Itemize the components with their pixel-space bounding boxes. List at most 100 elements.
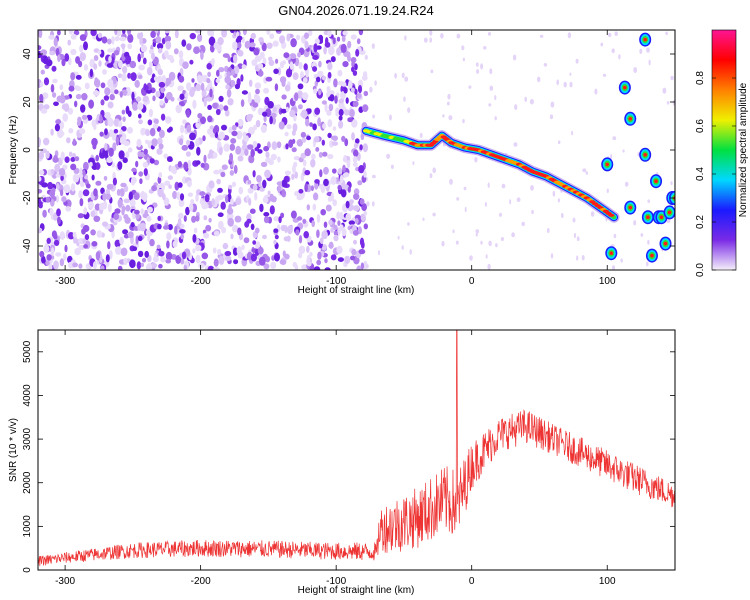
noise-speckle bbox=[576, 236, 580, 241]
y-tick-label: 0 bbox=[22, 147, 33, 153]
noise-speckle bbox=[193, 46, 200, 54]
noise-speckle bbox=[67, 107, 74, 115]
noise-speckle bbox=[262, 111, 268, 117]
noise-speckle bbox=[167, 175, 173, 180]
noise-speckle bbox=[316, 229, 320, 238]
noise-speckle bbox=[475, 232, 478, 237]
noise-speckle bbox=[127, 30, 132, 36]
noise-speckle bbox=[49, 208, 54, 217]
noise-speckle bbox=[218, 131, 225, 140]
noise-speckle bbox=[155, 36, 162, 44]
noise-speckle bbox=[74, 247, 81, 256]
noise-speckle bbox=[640, 233, 644, 237]
noise-speckle bbox=[244, 40, 251, 49]
noise-speckle bbox=[323, 178, 329, 187]
noise-speckle bbox=[324, 258, 328, 264]
noise-speckle bbox=[93, 55, 99, 61]
noise-speckle bbox=[168, 71, 176, 81]
noise-speckle bbox=[79, 34, 87, 42]
noise-speckle bbox=[208, 149, 214, 157]
noise-speckle bbox=[205, 224, 212, 232]
noise-speckle bbox=[243, 237, 250, 244]
noise-speckle bbox=[363, 210, 368, 216]
noise-speckle bbox=[260, 124, 267, 133]
noise-speckle bbox=[174, 225, 178, 235]
noise-speckle bbox=[90, 30, 97, 36]
noise-speckle bbox=[247, 187, 254, 194]
noise-speckle bbox=[74, 156, 80, 162]
noise-speckle bbox=[208, 180, 215, 189]
noise-speckle bbox=[138, 64, 145, 71]
noise-speckle bbox=[369, 86, 373, 93]
x-tick-label: -100 bbox=[326, 276, 346, 287]
noise-speckle bbox=[353, 193, 360, 201]
noise-speckle bbox=[166, 54, 174, 61]
noise-speckle bbox=[164, 180, 171, 186]
noise-speckle bbox=[157, 47, 163, 54]
noise-speckle bbox=[328, 219, 333, 226]
noise-speckle bbox=[342, 61, 349, 68]
noise-speckle bbox=[180, 124, 185, 134]
noise-speckle bbox=[93, 215, 101, 222]
noise-speckle bbox=[211, 198, 215, 206]
noise-speckle bbox=[228, 126, 233, 134]
noise-speckle bbox=[357, 92, 362, 99]
noise-speckle bbox=[267, 101, 274, 109]
noise-speckle bbox=[50, 128, 54, 136]
noise-speckle bbox=[79, 44, 84, 53]
noise-speckle bbox=[43, 137, 50, 146]
noise-speckle bbox=[107, 203, 112, 213]
noise-speckle bbox=[665, 31, 668, 36]
noise-speckle bbox=[327, 132, 332, 139]
noise-speckle bbox=[321, 100, 327, 105]
noise-speckle bbox=[336, 245, 343, 254]
noise-speckle bbox=[569, 81, 573, 88]
noise-speckle bbox=[289, 53, 297, 60]
noise-speckle bbox=[57, 30, 61, 36]
noise-speckle bbox=[314, 181, 319, 190]
noise-speckle bbox=[119, 136, 127, 145]
noise-speckle bbox=[262, 196, 269, 204]
noise-speckle bbox=[286, 124, 292, 130]
noise-speckle bbox=[203, 232, 210, 239]
noise-speckle bbox=[127, 110, 132, 117]
noise-speckle bbox=[83, 64, 89, 71]
noise-speckle bbox=[223, 143, 230, 152]
noise-speckle bbox=[43, 77, 50, 86]
noise-speckle bbox=[302, 159, 307, 167]
noise-speckle bbox=[330, 56, 336, 63]
y-tick-label: 40 bbox=[22, 48, 33, 60]
noise-speckle bbox=[143, 148, 148, 155]
noise-speckle bbox=[68, 85, 75, 92]
noise-speckle bbox=[440, 33, 444, 39]
noise-speckle bbox=[397, 235, 400, 240]
noise-speckle bbox=[563, 81, 567, 88]
noise-speckle bbox=[297, 52, 301, 58]
noise-speckle bbox=[271, 141, 278, 151]
noise-speckle bbox=[456, 197, 460, 201]
noise-speckle bbox=[143, 84, 149, 91]
noise-speckle bbox=[362, 71, 368, 79]
noise-speckle bbox=[348, 80, 353, 89]
noise-speckle bbox=[227, 98, 234, 106]
noise-speckle bbox=[186, 124, 192, 133]
noise-speckle bbox=[258, 37, 264, 43]
noise-speckle bbox=[148, 61, 153, 68]
noise-speckle bbox=[107, 38, 112, 45]
noise-speckle bbox=[137, 235, 143, 242]
x-tick-label: -100 bbox=[326, 576, 346, 587]
noise-speckle bbox=[221, 164, 228, 170]
noise-speckle bbox=[612, 265, 615, 270]
noise-speckle bbox=[263, 263, 270, 270]
noise-speckle bbox=[531, 209, 534, 215]
noise-speckle bbox=[218, 95, 224, 102]
noise-speckle bbox=[72, 262, 78, 268]
noise-speckle bbox=[278, 107, 283, 115]
noise-speckle bbox=[462, 57, 465, 62]
noise-speckle bbox=[264, 169, 271, 179]
noise-speckle bbox=[218, 67, 225, 73]
noise-speckle bbox=[315, 147, 320, 152]
noise-speckle bbox=[358, 30, 364, 36]
noise-speckle bbox=[89, 68, 94, 78]
